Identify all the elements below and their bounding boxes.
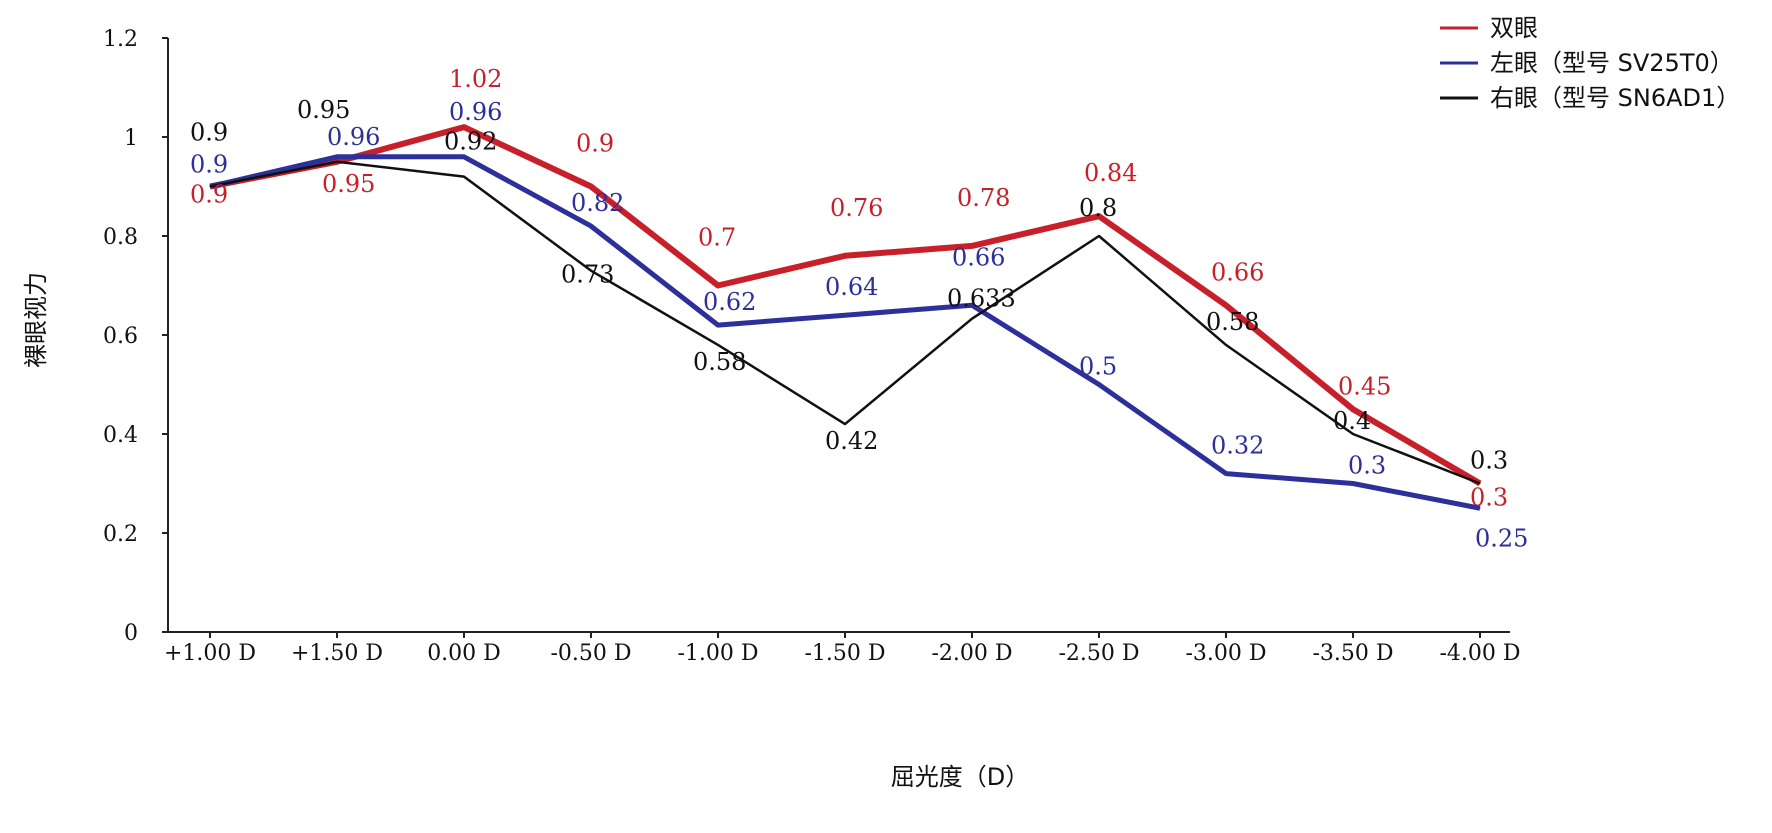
data-label: 0.92 (444, 128, 497, 156)
data-point (1098, 215, 1100, 217)
y-tick-label: 1 (124, 126, 138, 151)
data-point (463, 126, 465, 128)
y-tick-label: 0.4 (103, 423, 138, 448)
data-label: 0.84 (1084, 159, 1137, 187)
data-point (336, 156, 338, 158)
data-point (209, 186, 211, 187)
x-tick-label: 0.00 D (427, 641, 501, 666)
data-label: 0.9 (576, 130, 614, 158)
y-tick-label: 0 (124, 621, 138, 646)
y-tick-label: 1.2 (103, 27, 138, 52)
data-label: 0.25 (1475, 524, 1528, 552)
data-label: 0.3 (1348, 452, 1386, 480)
data-label: 0.96 (327, 123, 380, 151)
data-label: 0.66 (1211, 258, 1264, 286)
data-point (590, 225, 592, 227)
data-label: 0.42 (825, 427, 878, 455)
y-axis-label: 裸眼视力 (22, 272, 50, 368)
data-label: 0.78 (957, 184, 1010, 212)
data-label: 0.9 (190, 119, 228, 147)
data-point (717, 324, 719, 326)
legend-entry: 右眼（型号 SN6AD1） (1490, 84, 1740, 112)
data-point (971, 304, 973, 306)
y-tick-label: 0.8 (103, 225, 138, 250)
data-label: 0.9 (190, 181, 228, 209)
data-point (844, 255, 846, 257)
data-label: 0.73 (561, 261, 614, 289)
data-label: 0.3 (1470, 447, 1508, 475)
data-point (844, 423, 846, 425)
data-label: 1.02 (449, 65, 502, 93)
data-point (971, 318, 973, 320)
x-tick-label: -1.00 D (677, 641, 758, 666)
data-point (717, 285, 719, 286)
x-tick-label: +1.00 D (164, 641, 256, 666)
x-tick-label: -2.50 D (1058, 641, 1139, 666)
data-label: 0.32 (1211, 432, 1264, 460)
data-point (463, 156, 465, 158)
data-label: 0.633 (947, 285, 1016, 313)
series-lines (209, 124, 1482, 511)
data-point (1098, 235, 1100, 237)
y-tick-label: 0.2 (103, 522, 138, 547)
x-tick-label: +1.50 D (291, 641, 383, 666)
data-label: 0.9 (190, 151, 228, 179)
x-tick-label: -3.50 D (1312, 641, 1393, 666)
data-label: 0.64 (825, 273, 878, 301)
data-point (844, 314, 846, 316)
data-point (336, 161, 338, 163)
data-point (971, 245, 973, 247)
data-labels: 0.9 0.95 1.02 0.9 0.7 0.76 0.78 0.84 0.66 0.45 0.3… (190, 65, 1528, 552)
data-point (590, 270, 592, 272)
data-label: 0.7 (698, 224, 736, 252)
legend-entry: 左眼（型号 SV25T0） (1490, 49, 1734, 77)
data-label: 0.58 (693, 348, 746, 376)
x-tick-label: -4.00 D (1439, 641, 1520, 666)
x-tick-label: -0.50 D (550, 641, 631, 666)
data-point (1352, 408, 1354, 410)
legend-entry: 双眼 (1490, 14, 1538, 42)
data-label: 0.8 (1079, 194, 1117, 222)
data-point (1479, 483, 1481, 484)
data-label: 0.4 (1333, 407, 1371, 435)
data-point (1479, 507, 1481, 509)
y-tick-label: 0.6 (103, 324, 138, 349)
data-label: 0.66 (952, 243, 1005, 271)
data-label: 0.58 (1206, 308, 1259, 336)
data-point (1225, 344, 1227, 346)
data-point (1352, 433, 1354, 435)
data-label: 0.82 (571, 189, 624, 217)
data-label: 0.3 (1470, 484, 1508, 512)
data-label: 0.95 (297, 96, 350, 124)
data-point (463, 176, 465, 178)
x-axis-label: 屈光度（D） (891, 763, 1029, 791)
data-label: 0.95 (322, 170, 375, 198)
data-point (1225, 304, 1227, 306)
data-label: 0.76 (830, 194, 883, 222)
data-point (1098, 384, 1100, 385)
data-point (590, 186, 592, 187)
data-point (1225, 473, 1227, 475)
x-tick-label: -1.50 D (804, 641, 885, 666)
x-tick-label: -2.00 D (931, 641, 1012, 666)
data-point (1352, 483, 1354, 484)
data-point (717, 344, 719, 346)
x-tick-label: -3.00 D (1185, 641, 1266, 666)
data-label: 0.5 (1079, 353, 1117, 381)
axes: 0 0.2 0.4 0.6 0.8 1 1.2 +1.00 D +1.50 D 0.00 D -0.… (103, 27, 1521, 666)
data-label: 0.96 (449, 98, 502, 126)
data-label: 0.45 (1338, 372, 1391, 400)
data-label: 0.62 (703, 288, 756, 316)
